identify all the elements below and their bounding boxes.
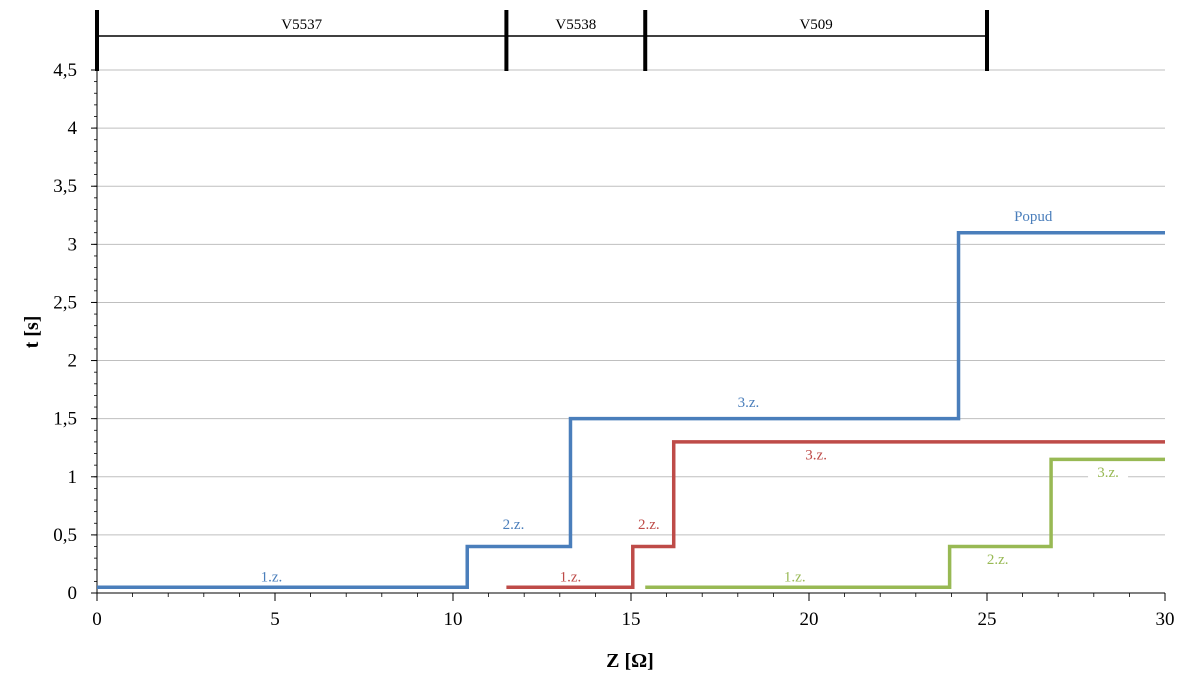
x-tick-labels: 0 5 10 15 20 25 30 xyxy=(92,609,1174,630)
series-label: 2.z. xyxy=(638,517,660,533)
series-label-bg xyxy=(728,394,769,412)
y-tick-label: 3,5 xyxy=(53,176,77,197)
x-tick-label: 30 xyxy=(1156,609,1175,630)
section-label: V509 xyxy=(799,17,832,33)
series-label: 3.z. xyxy=(1097,465,1119,481)
series-lines xyxy=(97,230,1165,589)
series-label-bg xyxy=(1088,463,1129,481)
y-tick-label: 4 xyxy=(68,118,78,139)
y-tick-label: 2,5 xyxy=(53,292,77,313)
grid-lines xyxy=(97,69,1165,536)
y-tick-label: 3 xyxy=(68,234,78,255)
series-label: 3.z. xyxy=(738,395,760,411)
series-label-bg xyxy=(1009,208,1058,226)
x-tick-label: 5 xyxy=(270,609,280,630)
series-label: 1.z. xyxy=(261,569,283,585)
x-tick-label: 20 xyxy=(800,609,819,630)
y-tick-label: 2 xyxy=(68,351,78,372)
series-label-bg xyxy=(493,516,534,534)
series-label-bg xyxy=(774,568,815,586)
series-labels: 1.z. 2.z. 3.z. Popud 1.z. 2.z. 3.z. 1.z. 2.z. 3.z… xyxy=(251,208,1129,586)
y-axis-title: t [s] xyxy=(21,316,43,349)
axes xyxy=(91,69,1166,601)
x-axis-title: Z [Ω] xyxy=(606,650,654,672)
y-tick-label: 0,5 xyxy=(53,525,77,546)
series-label: Popud xyxy=(1014,209,1053,225)
series-label-bg xyxy=(977,550,1018,568)
series-label-bg xyxy=(796,446,837,464)
y-tick-label: 0 xyxy=(68,583,78,604)
series-label: 1.z. xyxy=(784,569,806,585)
y-tick-label: 1 xyxy=(68,467,78,488)
series-label: 1.z. xyxy=(560,569,582,585)
series-label: 2.z. xyxy=(987,552,1009,568)
series-label-bg xyxy=(628,516,669,534)
section-label: V5537 xyxy=(281,17,322,33)
section-label: V5538 xyxy=(555,17,596,33)
section-bracket: V5537 V5538 V509 xyxy=(95,10,989,71)
y-tick-label: 4,5 xyxy=(53,60,77,81)
y-tick-label: 1,5 xyxy=(53,409,77,430)
series-label: 3.z. xyxy=(805,447,827,463)
x-tick-label: 0 xyxy=(92,609,102,630)
y-tick-labels: 0 0,5 1 1,5 2 2,5 3 3,5 4 4,5 xyxy=(53,60,77,604)
series-line-1 xyxy=(97,230,1165,589)
series-line-2 xyxy=(506,440,1165,589)
x-tick-label: 10 xyxy=(444,609,463,630)
series-label-bg xyxy=(251,568,292,586)
x-tick-label: 25 xyxy=(978,609,997,630)
x-tick-label: 15 xyxy=(622,609,641,630)
series-label-bg xyxy=(550,568,591,586)
series-label: 2.z. xyxy=(503,517,525,533)
series-line-3 xyxy=(645,457,1165,589)
